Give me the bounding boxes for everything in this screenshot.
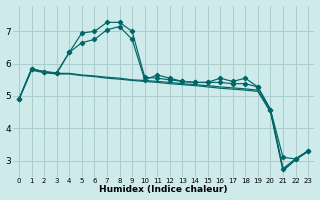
X-axis label: Humidex (Indice chaleur): Humidex (Indice chaleur) <box>99 185 228 194</box>
